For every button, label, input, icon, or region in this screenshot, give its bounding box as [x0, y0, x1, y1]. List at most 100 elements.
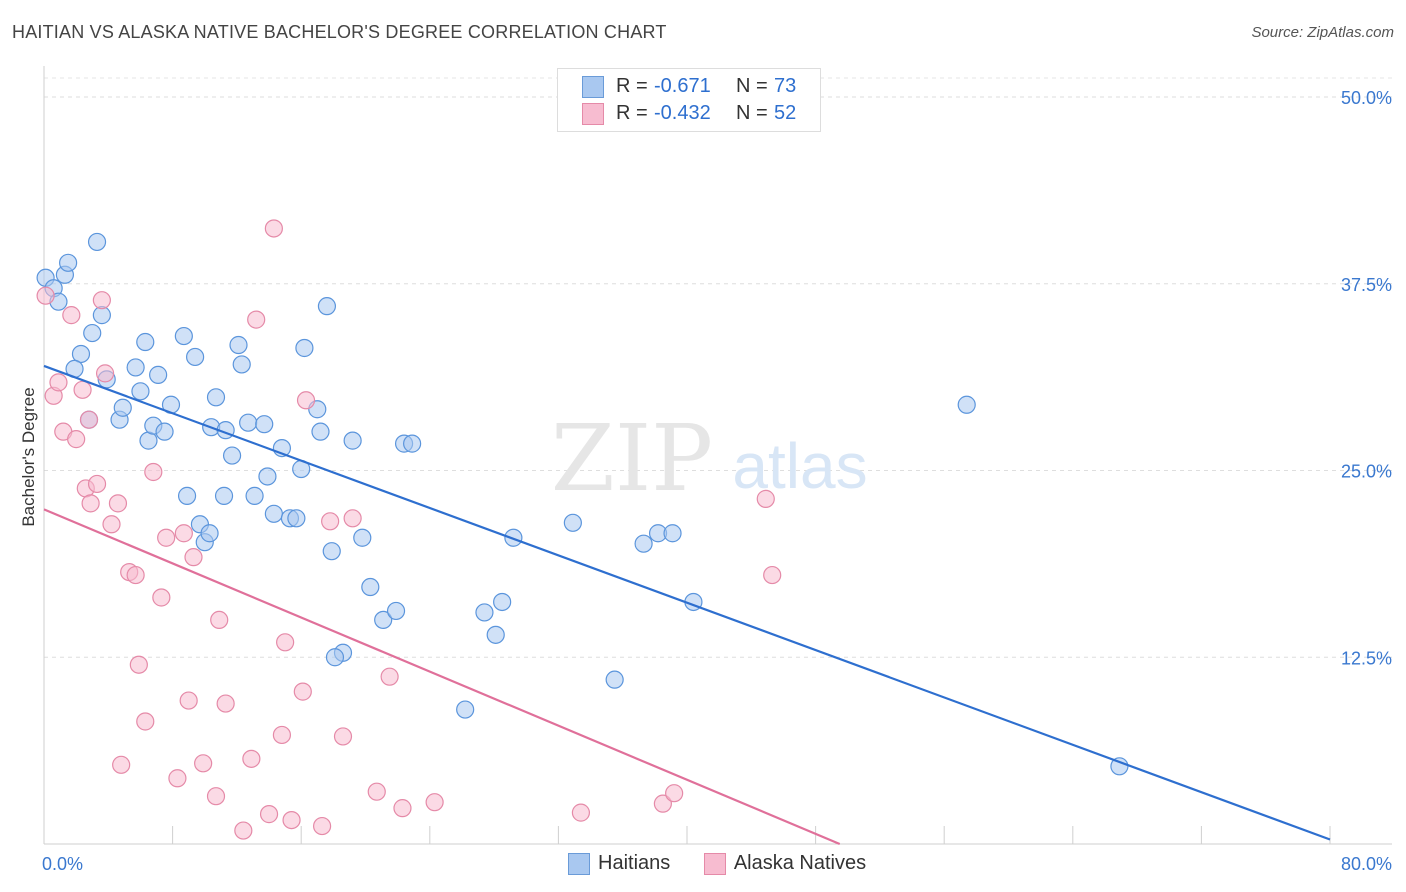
alaska-native-point	[293, 682, 312, 701]
alaska-native-point	[95, 364, 115, 383]
legend-n-label: N =	[736, 102, 768, 124]
correlation-legend: R = -0.671 N = 73 R = -0.432 N = 52	[557, 68, 821, 132]
haitian-point	[1110, 757, 1129, 776]
haitian-point	[311, 422, 330, 441]
legend-n-value: 52	[774, 102, 797, 124]
alaska-native-point	[49, 373, 68, 392]
haitian-point	[113, 398, 132, 417]
y-tick-label: 50.0%	[1341, 88, 1392, 108]
legend-r-label: R =	[616, 102, 648, 124]
alaska-native-point	[168, 769, 187, 788]
alaska-native-point	[216, 694, 235, 713]
haitian-point	[475, 603, 494, 622]
alaska-native-point	[343, 509, 362, 528]
alaska-native-point	[126, 565, 145, 585]
x-tick-label: 80.0%	[1341, 854, 1392, 874]
y-tick-label: 12.5%	[1341, 648, 1392, 668]
haitian-point	[186, 347, 205, 367]
alaska-native-point	[144, 462, 163, 482]
haitian-point	[264, 504, 283, 523]
haitian-point	[317, 297, 337, 316]
alaska-native-point	[81, 494, 100, 513]
alaska-native-point	[108, 494, 128, 513]
alaska-native-point	[393, 799, 412, 818]
haitian-point	[287, 509, 306, 528]
alaska-native-point	[282, 810, 301, 830]
y-tick-label: 37.5%	[1341, 275, 1392, 295]
alaska-native-point	[79, 410, 99, 429]
haitian-point	[131, 382, 150, 401]
haitian-point	[374, 610, 393, 630]
y-axis-label: Bachelor's Degree	[19, 387, 38, 526]
haitian-point	[71, 344, 91, 364]
haitian-point	[255, 415, 274, 434]
alaska-native-point	[380, 667, 399, 686]
alaska-native-point	[756, 489, 775, 508]
haitian-point	[206, 388, 226, 407]
series-legend: Haitians Alaska Natives	[568, 852, 894, 875]
haitian-point	[232, 355, 251, 374]
legend-r-label: R =	[616, 75, 648, 97]
alaska-native-point	[425, 793, 444, 812]
haitian-point	[605, 670, 624, 689]
trend-lines	[43, 364, 1331, 846]
alaska-native-point	[62, 306, 81, 325]
haitian-point	[563, 513, 582, 532]
legend-swatch-haitians	[582, 75, 604, 98]
legend-item-alaska-natives[interactable]: Alaska Natives	[703, 852, 867, 875]
haitian-point	[486, 625, 505, 644]
legend-swatch-haitians	[568, 852, 590, 875]
axes	[43, 66, 1392, 845]
alaska-native-point	[763, 565, 782, 585]
haitian-point	[361, 577, 380, 597]
haitian-point	[353, 528, 372, 547]
alaska-native-point	[272, 725, 292, 745]
alaska-native-point	[234, 821, 253, 840]
legend-label-haitians: Haitians	[598, 852, 671, 874]
haitian-point	[200, 524, 219, 543]
alaska-native-point	[174, 524, 193, 543]
alaska-native-point	[129, 655, 148, 674]
legend-n-label: N =	[736, 75, 768, 97]
haitian-point	[59, 253, 78, 272]
legend-n-value: 73	[774, 75, 797, 97]
haitian-point	[155, 422, 174, 441]
alaska-native-point	[112, 755, 131, 774]
haitian-point	[229, 335, 248, 355]
legend-row-haitians: R = -0.671 N = 73	[582, 75, 856, 103]
alaska-native-point	[653, 794, 672, 813]
watermark-atlas: atlas	[732, 430, 867, 502]
legend-item-haitians[interactable]: Haitians	[568, 852, 670, 875]
haitian-point	[343, 431, 362, 450]
alaska-native-point	[276, 633, 295, 652]
haitian-point	[174, 326, 193, 346]
chart-source: Source: ZipAtlas.com	[1251, 24, 1394, 41]
haitian-point	[239, 413, 258, 432]
alaska-native-point	[321, 512, 340, 531]
legend-r-value: -0.432	[654, 102, 711, 124]
haitian-point	[126, 358, 145, 377]
alaska-native-point	[247, 310, 266, 329]
alaska-native-point	[242, 749, 261, 768]
legend-label-alaska-natives: Alaska Natives	[733, 852, 867, 874]
haitian-point	[87, 232, 107, 252]
legend-swatch-alaska-natives	[582, 102, 604, 125]
legend-swatch-alaska-natives	[703, 852, 726, 875]
alaska-native-point	[571, 803, 591, 822]
alaska-native-point	[87, 474, 107, 494]
haitian-point	[222, 446, 242, 465]
alaska-native-point	[194, 754, 213, 773]
watermark: ZIP atlas	[551, 405, 868, 512]
legend-row-alaska-natives: R = -0.432 N = 52	[582, 102, 856, 130]
haitian-point	[214, 486, 234, 505]
haitian-point	[634, 534, 653, 553]
alaska-native-point	[157, 528, 176, 547]
data-points	[36, 219, 1129, 840]
alaska-native-point	[333, 727, 353, 746]
alaska-native-point	[179, 691, 198, 710]
haitian-point	[322, 542, 341, 561]
alaska-native-point	[152, 588, 171, 607]
alaska-native-point	[210, 610, 229, 630]
alaska-native-point	[259, 805, 279, 824]
alaska-native-point	[264, 219, 283, 238]
